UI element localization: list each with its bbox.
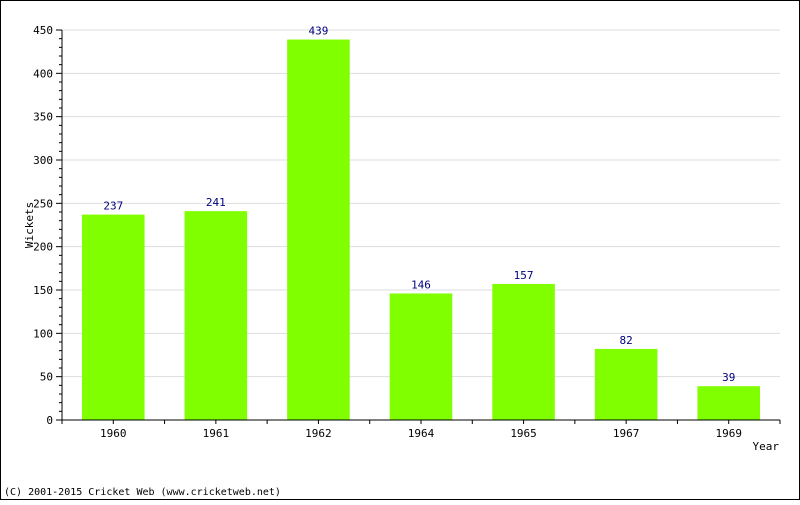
bar [287, 39, 350, 421]
x-axis-title: Year [753, 440, 780, 453]
copyright-text: (C) 2001-2015 Cricket Web (www.cricketwe… [4, 487, 281, 498]
x-tick-label: 1965 [510, 427, 537, 440]
bars [82, 39, 760, 421]
y-tick-label: 350 [33, 111, 53, 124]
y-tick-label: 450 [33, 24, 53, 37]
bar-value-label: 82 [620, 334, 633, 347]
x-tick-label: 1961 [203, 427, 230, 440]
x-tick-label: 1960 [100, 427, 127, 440]
bar [389, 293, 453, 420]
grid-lines [62, 29, 780, 378]
bar-value-label: 241 [206, 196, 226, 209]
bar-value-label: 146 [411, 278, 431, 291]
y-tick-label: 400 [33, 67, 53, 80]
bar-value-label: 157 [514, 269, 534, 282]
bar-value-label: 237 [103, 200, 123, 213]
x-tick-label: 1962 [305, 427, 332, 440]
bar [184, 211, 248, 420]
x-tick-label: 1969 [715, 427, 742, 440]
bar [82, 214, 145, 420]
y-tick-label: 50 [40, 371, 53, 384]
axes [56, 29, 781, 424]
bar [594, 348, 658, 420]
bar [697, 386, 760, 420]
x-tick-label: 1967 [613, 427, 640, 440]
x-tick-label: 1964 [408, 427, 435, 440]
bar-value-label: 39 [722, 371, 735, 384]
y-tick-label: 0 [46, 414, 53, 427]
y-tick-label: 100 [33, 327, 53, 340]
y-axis-title: Wickets [23, 202, 36, 248]
y-tick-label: 150 [33, 284, 53, 297]
y-tick-label: 250 [33, 197, 53, 210]
axis-labels: 0 50 100 150 200 250 300 350 400 450 237 1960 241 196… [33, 24, 742, 440]
bar [492, 283, 555, 420]
bar-value-label: 439 [308, 25, 328, 38]
y-tick-label: 200 [33, 241, 53, 254]
y-tick-label: 300 [33, 154, 53, 167]
